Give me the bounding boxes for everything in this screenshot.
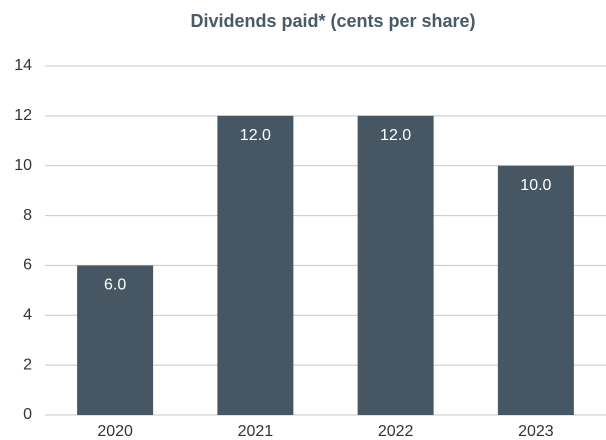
y-tick-label: 6 — [23, 257, 32, 274]
x-tick-label: 2022 — [378, 423, 414, 440]
value-label: 12.0 — [240, 127, 271, 144]
x-tick-label: 2023 — [518, 423, 554, 440]
x-tick-label: 2020 — [97, 423, 133, 440]
bar — [357, 115, 434, 415]
y-tick-label: 4 — [23, 307, 32, 324]
y-tick-label: 8 — [23, 207, 32, 224]
y-tick-label: 2 — [23, 356, 32, 373]
y-tick-label: 12 — [14, 107, 32, 124]
bar — [77, 265, 154, 415]
y-tick-label: 0 — [23, 406, 32, 423]
bar — [497, 165, 574, 415]
y-tick-label: 14 — [14, 57, 32, 74]
bar — [217, 115, 294, 415]
value-label: 12.0 — [380, 127, 411, 144]
y-tick-label: 10 — [14, 157, 32, 174]
value-label: 10.0 — [520, 177, 551, 194]
value-label: 6.0 — [104, 277, 126, 294]
chart-title: Dividends paid* (cents per share) — [190, 11, 475, 31]
x-tick-label: 2021 — [238, 423, 274, 440]
